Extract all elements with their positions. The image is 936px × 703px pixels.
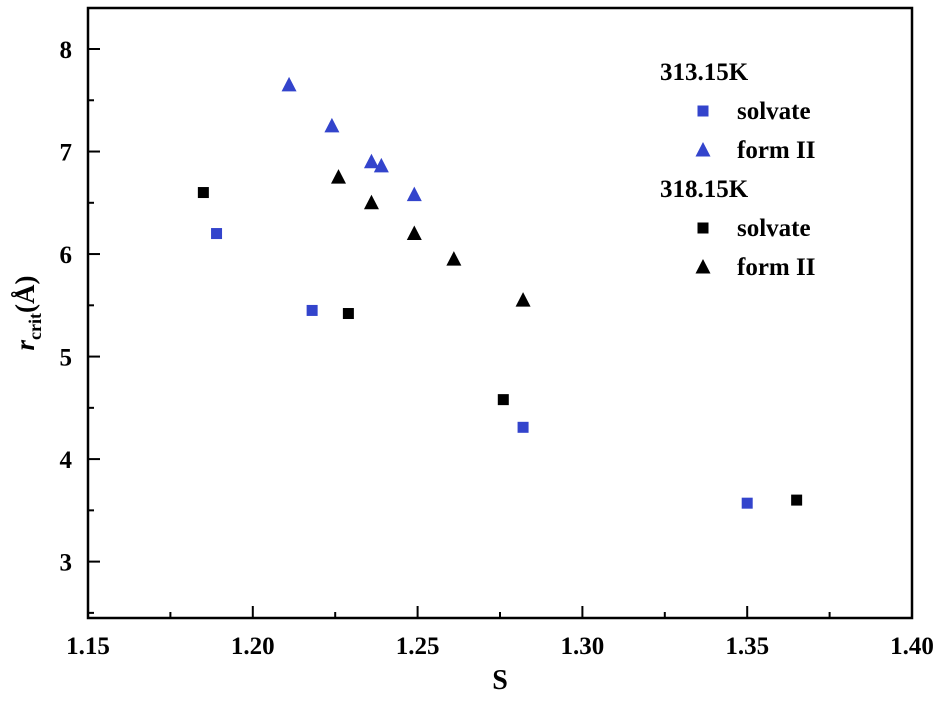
data-point-square [211, 228, 223, 240]
series-31315k-solvate [211, 228, 753, 509]
series-31815k-solvate [197, 187, 803, 506]
legend-item-label: form II [737, 254, 815, 281]
y-tick-label: 5 [60, 345, 73, 372]
data-point-square [517, 421, 529, 433]
legend-item-label: solvate [737, 98, 811, 125]
data-point-square [741, 497, 753, 509]
data-point-triangle [324, 117, 340, 133]
x-tick-label: 1.20 [231, 633, 275, 660]
data-point-triangle [373, 157, 389, 173]
data-point-triangle [695, 142, 711, 157]
series-31815k-form-ii [330, 169, 531, 307]
data-point-square [497, 394, 509, 406]
data-point-square [697, 222, 709, 234]
y-tick-label: 8 [60, 37, 73, 64]
y-tick-label: 3 [60, 550, 73, 577]
data-point-triangle [363, 194, 379, 210]
data-point-square [342, 308, 354, 320]
data-point-triangle [446, 251, 462, 266]
x-tick-label: 1.25 [396, 633, 440, 660]
y-axis-title: rcrit(Å) [10, 276, 45, 351]
x-tick-label: 1.15 [66, 633, 110, 660]
data-point-square [197, 187, 209, 199]
data-point-triangle [363, 153, 379, 169]
x-tick-label: 1.40 [890, 633, 934, 660]
data-point-triangle [406, 225, 422, 241]
legend: 313.15K solvate form II 318.15K solvate form … [660, 59, 815, 281]
x-tick-label: 1.35 [725, 633, 769, 660]
data-point-triangle [515, 292, 531, 307]
data-point-triangle [330, 169, 346, 184]
legend-header: 313.15K [660, 59, 749, 86]
legend-header: 318.15K [660, 176, 749, 203]
data-point-square [306, 304, 318, 316]
series-31315k-form-ii [281, 76, 422, 202]
legend-item-label: form II [737, 137, 815, 164]
y-tick-label: 6 [60, 242, 73, 269]
data-point-triangle [695, 259, 711, 274]
y-tick-label: 4 [60, 447, 73, 474]
data-point-square [791, 494, 803, 506]
data-point-square [697, 105, 709, 117]
x-tick-label: 1.30 [561, 633, 605, 660]
y-tick-label: 7 [60, 140, 73, 167]
data-point-triangle [281, 76, 297, 92]
x-axis-title: S [492, 665, 508, 696]
data-point-triangle [406, 186, 422, 202]
legend-item-label: solvate [737, 215, 811, 242]
